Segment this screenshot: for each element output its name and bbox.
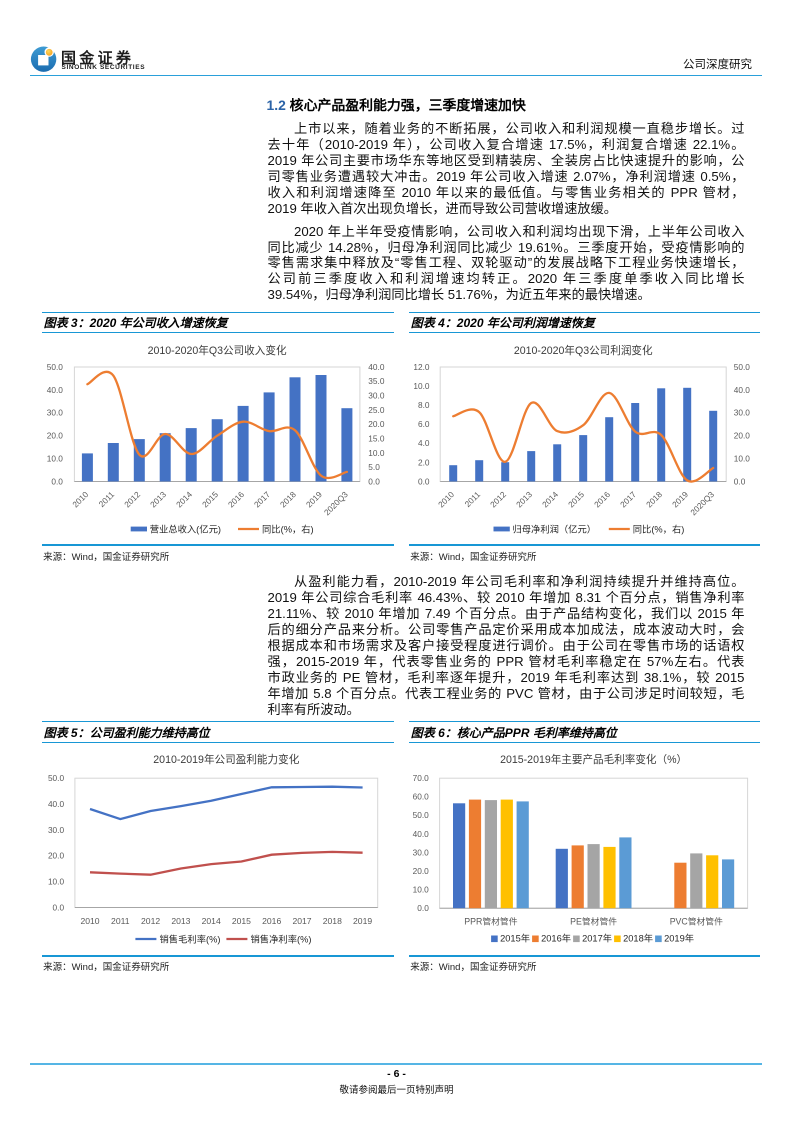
svg-text:2011: 2011	[96, 490, 116, 510]
svg-text:0.0: 0.0	[368, 477, 380, 487]
svg-text:2010: 2010	[70, 490, 90, 510]
svg-text:4.0: 4.0	[418, 439, 430, 449]
svg-text:0.0: 0.0	[418, 477, 430, 487]
svg-text:0.0: 0.0	[417, 903, 429, 913]
svg-text:2016: 2016	[262, 916, 281, 926]
svg-text:40.0: 40.0	[46, 385, 63, 395]
svg-text:2015-2019年主要产品毛利率变化（%）: 2015-2019年主要产品毛利率变化（%）	[500, 753, 687, 766]
svg-text:0.0: 0.0	[734, 477, 746, 487]
svg-text:70.0: 70.0	[412, 773, 429, 783]
svg-text:20.0: 20.0	[412, 866, 429, 876]
svg-text:40.0: 40.0	[412, 829, 429, 839]
svg-text:2019: 2019	[670, 490, 690, 510]
svg-text:25.0: 25.0	[368, 405, 385, 415]
svg-text:15.0: 15.0	[368, 434, 385, 444]
svg-text:2018: 2018	[644, 490, 664, 510]
svg-text:0.0: 0.0	[52, 903, 64, 913]
svg-text:12.0: 12.0	[413, 362, 430, 372]
svg-text:40.0: 40.0	[368, 362, 385, 372]
svg-text:2018: 2018	[322, 916, 341, 926]
svg-text:2017: 2017	[618, 490, 638, 510]
svg-text:2014: 2014	[201, 916, 220, 926]
svg-text:30.0: 30.0	[48, 825, 65, 835]
svg-text:2016: 2016	[225, 490, 245, 510]
svg-text:2012: 2012	[141, 916, 160, 926]
svg-text:2018: 2018	[277, 490, 297, 510]
svg-text:10.0: 10.0	[46, 454, 63, 464]
svg-text:2016年: 2016年	[541, 933, 571, 944]
svg-text:40.0: 40.0	[734, 385, 751, 395]
svg-text:2015年: 2015年	[500, 933, 530, 944]
svg-text:50.0: 50.0	[734, 362, 751, 372]
svg-text:2015: 2015	[566, 490, 586, 510]
svg-text:0.0: 0.0	[51, 477, 63, 487]
svg-text:2017年: 2017年	[582, 933, 612, 944]
svg-text:35.0: 35.0	[368, 377, 385, 387]
svg-text:2011: 2011	[462, 490, 482, 510]
svg-text:20.0: 20.0	[48, 851, 65, 861]
svg-text:10.0: 10.0	[48, 877, 65, 887]
svg-text:2010: 2010	[80, 916, 99, 926]
svg-text:5.0: 5.0	[368, 463, 380, 473]
svg-text:归母净利润（亿元）: 归母净利润（亿元）	[512, 524, 596, 535]
svg-text:2020Q3: 2020Q3	[321, 490, 349, 518]
svg-text:2010-2020年Q3公司收入变化: 2010-2020年Q3公司收入变化	[147, 344, 286, 357]
svg-text:30.0: 30.0	[368, 391, 385, 401]
svg-text:2019年: 2019年	[664, 933, 694, 944]
svg-text:PVC管材管件: PVC管材管件	[669, 916, 722, 927]
svg-text:同比(%，右): 同比(%，右)	[262, 524, 314, 535]
svg-text:2013: 2013	[148, 490, 168, 510]
svg-text:2012: 2012	[122, 490, 142, 510]
svg-text:30.0: 30.0	[412, 848, 429, 858]
svg-text:60.0: 60.0	[412, 792, 429, 802]
svg-text:销售净利率(%): 销售净利率(%)	[250, 934, 311, 945]
svg-text:40.0: 40.0	[48, 799, 65, 809]
svg-text:2013: 2013	[514, 490, 534, 510]
svg-text:销售毛利率(%): 销售毛利率(%)	[159, 934, 220, 945]
svg-text:10.0: 10.0	[734, 454, 751, 464]
svg-text:2011: 2011	[111, 916, 130, 926]
svg-text:2019: 2019	[353, 916, 372, 926]
svg-text:20.0: 20.0	[46, 431, 63, 441]
svg-text:30.0: 30.0	[46, 408, 63, 418]
svg-text:2015: 2015	[231, 916, 250, 926]
svg-text:2018年: 2018年	[623, 933, 653, 944]
svg-text:2019: 2019	[303, 490, 323, 510]
svg-text:30.0: 30.0	[734, 408, 751, 418]
svg-text:2014: 2014	[540, 490, 560, 510]
svg-text:2.0: 2.0	[418, 458, 430, 468]
svg-text:同比(%，右): 同比(%，右)	[633, 524, 685, 535]
svg-text:营业总收入(亿元): 营业总收入(亿元)	[149, 524, 220, 535]
svg-text:2010-2020年Q3公司利润变化: 2010-2020年Q3公司利润变化	[514, 344, 653, 357]
svg-text:2013: 2013	[171, 916, 190, 926]
svg-text:2017: 2017	[251, 490, 271, 510]
svg-text:20.0: 20.0	[368, 420, 385, 430]
svg-text:2010-2019年公司盈利能力变化: 2010-2019年公司盈利能力变化	[153, 753, 299, 766]
svg-text:PE管材管件: PE管材管件	[570, 916, 617, 927]
svg-text:50.0: 50.0	[46, 362, 63, 372]
svg-text:50.0: 50.0	[48, 773, 65, 783]
svg-text:2010: 2010	[436, 490, 456, 510]
svg-text:PPR管材管件: PPR管材管件	[464, 916, 517, 927]
svg-text:8.0: 8.0	[418, 401, 430, 411]
svg-text:2016: 2016	[592, 490, 612, 510]
svg-text:2020Q3: 2020Q3	[688, 490, 716, 518]
svg-text:2014: 2014	[174, 490, 194, 510]
svg-text:2015: 2015	[200, 490, 220, 510]
svg-text:2017: 2017	[292, 916, 311, 926]
svg-text:6.0: 6.0	[418, 420, 430, 430]
svg-text:2012: 2012	[488, 490, 508, 510]
svg-text:20.0: 20.0	[734, 431, 751, 441]
svg-text:10.0: 10.0	[368, 448, 385, 458]
svg-text:10.0: 10.0	[413, 381, 430, 391]
svg-text:10.0: 10.0	[412, 885, 429, 895]
svg-text:50.0: 50.0	[412, 810, 429, 820]
